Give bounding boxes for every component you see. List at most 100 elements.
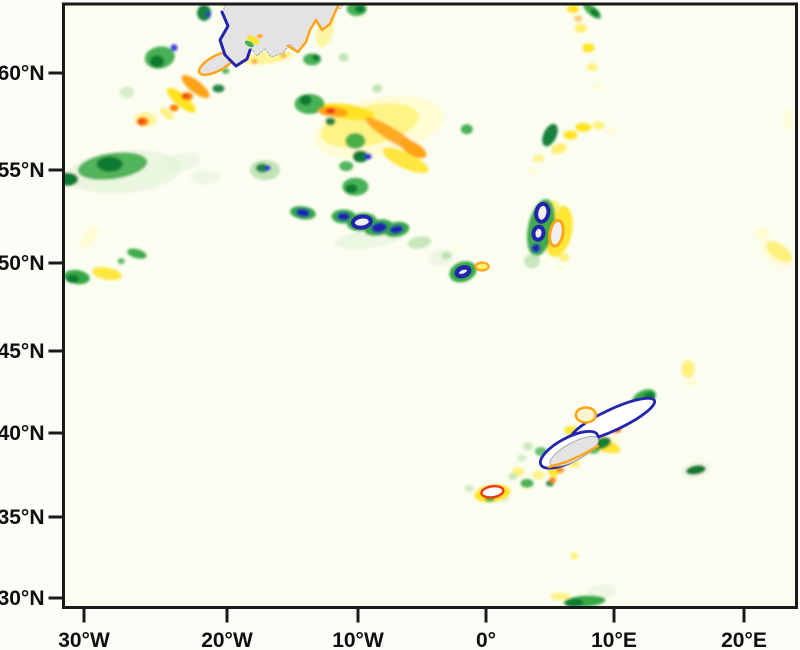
data-blob xyxy=(550,592,571,601)
data-blob xyxy=(117,258,125,265)
data-blob xyxy=(687,376,697,389)
data-blob xyxy=(264,165,272,172)
data-blob xyxy=(574,406,598,424)
data-blob xyxy=(251,58,258,64)
plot-area xyxy=(63,4,795,607)
data-blob xyxy=(574,23,587,33)
data-blob xyxy=(372,84,383,93)
data-blob xyxy=(464,484,474,492)
data-blob xyxy=(299,95,312,106)
data-blob xyxy=(345,132,366,149)
data-blob xyxy=(534,201,551,224)
iceland-east-coast-contour xyxy=(286,4,341,54)
data-blob xyxy=(212,84,225,93)
data-blob xyxy=(169,104,179,112)
data-blob xyxy=(256,34,263,39)
x-tick-label: 20°W xyxy=(201,629,253,650)
data-blob xyxy=(350,214,373,230)
data-blob xyxy=(296,208,310,217)
x-tick-label: 30°W xyxy=(58,629,110,650)
data-blob xyxy=(532,470,545,480)
data-blob xyxy=(382,147,429,174)
data-blob xyxy=(531,224,546,242)
data-blob xyxy=(149,55,164,68)
data-blob xyxy=(166,87,196,113)
x-tick-label: 10°W xyxy=(332,629,384,650)
data-blob xyxy=(441,251,452,260)
data-blob xyxy=(508,473,518,481)
data-blob xyxy=(205,12,211,18)
data-blob xyxy=(574,15,583,22)
y-tick-label: 30°N xyxy=(0,587,45,610)
data-blob xyxy=(754,228,771,239)
data-blob xyxy=(460,124,473,135)
data-blob xyxy=(337,212,351,221)
data-blob xyxy=(246,35,260,45)
data-blob xyxy=(354,5,365,13)
x-tick-label: 20°E xyxy=(721,629,767,650)
y-tick-label: 45°N xyxy=(0,340,45,363)
data-blob xyxy=(587,584,618,599)
data-blob xyxy=(325,107,336,114)
data-blob xyxy=(582,43,595,53)
data-blob xyxy=(96,156,123,172)
data-blob xyxy=(558,253,570,262)
data-blob xyxy=(352,150,369,163)
data-blob xyxy=(338,53,349,62)
y-tick-label: 35°N xyxy=(0,506,45,529)
data-blob xyxy=(138,119,145,124)
alps-south-contour xyxy=(547,444,600,469)
y-tick-label: 60°N xyxy=(0,62,45,85)
data-blob xyxy=(170,44,178,52)
data-blob xyxy=(567,4,580,13)
data-blob xyxy=(325,117,336,126)
contour-rings-layer xyxy=(197,50,657,499)
data-blob xyxy=(575,122,592,132)
outline-layer xyxy=(218,4,600,469)
data-blob xyxy=(80,225,99,249)
data-blob xyxy=(606,127,617,135)
data-blob xyxy=(523,442,534,451)
axes-layer: 30°W 20°W 10°W 0° 10°E 20°E 30°N 35°N 40°N 45°N 50… xyxy=(0,62,767,650)
data-blob xyxy=(371,222,388,233)
data-blob xyxy=(312,54,321,61)
y-tick-label: 40°N xyxy=(0,422,45,445)
y-tick-label: 50°N xyxy=(0,252,45,275)
data-blob xyxy=(551,143,567,155)
data-blob xyxy=(783,108,794,131)
data-blob xyxy=(681,360,695,379)
data-blob xyxy=(364,153,373,160)
data-blob xyxy=(66,274,80,283)
data-blob xyxy=(570,552,579,560)
data-blob xyxy=(766,241,793,263)
x-tick-label: 10°E xyxy=(591,629,637,650)
data-blob xyxy=(451,245,460,252)
data-blob xyxy=(686,465,706,475)
data-blob xyxy=(556,466,565,473)
data-blob xyxy=(92,267,122,281)
iceland-west-coast-contour xyxy=(218,10,252,68)
data-blob xyxy=(565,598,584,607)
data-blob xyxy=(549,477,557,484)
data-blob xyxy=(563,130,578,140)
data-blob xyxy=(556,265,565,272)
data-blob xyxy=(474,261,490,272)
data-blob xyxy=(280,53,287,59)
data-blob xyxy=(182,94,189,99)
data-blob xyxy=(127,248,147,259)
data-blob xyxy=(345,184,358,194)
data-blob xyxy=(517,454,527,462)
data-blob xyxy=(339,161,354,172)
data-blob xyxy=(549,436,600,467)
data-blob xyxy=(542,123,558,147)
data-blob xyxy=(161,152,201,172)
data-blob xyxy=(181,75,210,99)
data-blob xyxy=(586,63,598,72)
data-blob xyxy=(532,154,545,163)
x-tick-label: 0° xyxy=(476,629,496,650)
anomaly-blobs-layer xyxy=(63,4,795,607)
data-blob xyxy=(590,8,600,17)
data-blob xyxy=(389,225,404,234)
data-blob xyxy=(592,83,602,91)
